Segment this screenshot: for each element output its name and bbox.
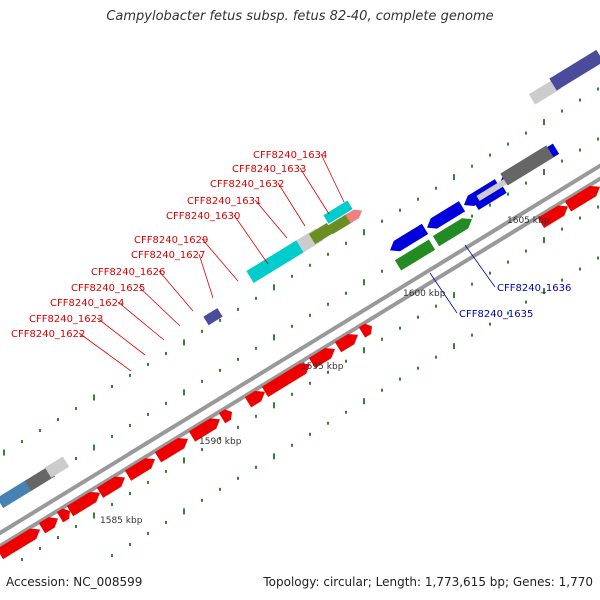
forward-cds-arrow <box>334 333 359 353</box>
gene-label: CFF8240_1631 <box>187 196 261 207</box>
label-leader-line <box>299 167 330 215</box>
label-leader-line <box>464 244 496 288</box>
forward-cds-arrow <box>154 438 188 463</box>
label-leader-line <box>233 214 269 265</box>
forward-cds-arrow <box>66 491 100 517</box>
label-leader-line <box>78 332 132 372</box>
cyan-feature-box <box>246 240 304 283</box>
backbone-line <box>0 163 600 535</box>
feature-group <box>0 49 600 560</box>
gene-label: CFF8240_1632 <box>210 179 284 190</box>
reverse-cds-box <box>473 184 507 210</box>
gene-label: CFF8240_1634 <box>253 150 327 161</box>
leader-group <box>78 153 496 372</box>
forward-cds-arrow <box>358 323 373 338</box>
gene-label: CFF8240_1622 <box>11 329 85 340</box>
forward-cds-arrow <box>564 185 600 212</box>
purple-feature-box <box>203 308 223 326</box>
gray-feature-box <box>24 466 56 491</box>
forward-cds-arrow <box>218 409 233 424</box>
backbone-group <box>0 161 600 548</box>
forward-cds-arrow <box>308 348 335 369</box>
backbone-line <box>0 161 600 530</box>
label-leader-line <box>158 270 194 312</box>
forward-cds-arrow <box>244 390 265 408</box>
light-gray-feature-box <box>44 456 70 478</box>
gene-label: CFF8240_1636 <box>497 283 571 294</box>
purple-feature-box <box>549 49 600 91</box>
label-leader-line <box>254 199 288 239</box>
backbone-line <box>0 176 600 548</box>
label-leader-line <box>96 317 146 356</box>
rna-feature-arrow <box>432 218 473 247</box>
gene-label: CFF8240_1629 <box>134 235 208 246</box>
gene-label: CFF8240_1630 <box>166 211 240 222</box>
label-leader-line <box>277 182 306 227</box>
gene-label: CFF8240_1633 <box>232 164 306 175</box>
reverse-cds-arrow <box>389 223 429 252</box>
accession-text: Accession: NC_008599 <box>6 575 143 589</box>
forward-cds-arrow <box>1 528 41 557</box>
gene-label: CFF8240_1624 <box>50 298 124 309</box>
gene-label: CFF8240_1623 <box>29 314 103 325</box>
steel-feature-box <box>0 479 34 509</box>
label-leader-line <box>117 301 165 341</box>
ruler-label: 1595 kbp <box>301 362 344 372</box>
gene-label: CFF8240_1625 <box>71 283 145 294</box>
label-leader-line <box>201 238 239 282</box>
genome-summary-text: Topology: circular; Length: 1,773,615 bp… <box>263 575 593 589</box>
label-leader-line <box>198 253 214 299</box>
ruler-label: 1585 kbp <box>100 516 143 526</box>
reverse-cds-arrow <box>426 201 466 229</box>
gene-label: CFF8240_1635 <box>459 309 533 320</box>
forward-cds-arrow <box>38 517 59 534</box>
olive-feature-box <box>327 213 353 235</box>
map-title: Campylobacter fetus subsp. fetus 82-40, … <box>106 9 494 24</box>
forward-cds-arrow <box>261 363 310 397</box>
forward-cds-arrow <box>545 211 555 222</box>
label-group: 1585 kbp 1590 kbp 1595 kbp 1600 kbp 1605 kbp… <box>11 150 571 526</box>
cyan-feature-box <box>323 200 353 224</box>
ruler-label: 1600 kbp <box>403 289 446 299</box>
pink-feature-arrow <box>345 209 363 224</box>
gene-label: CFF8240_1627 <box>131 250 205 261</box>
ruler-label: 1605 kbp <box>507 216 550 226</box>
label-leader-line <box>320 153 345 203</box>
light-gray-feature-box <box>528 78 562 105</box>
forward-cds-arrow <box>188 418 220 442</box>
forward-cds-arrow <box>56 508 71 523</box>
gene-label: CFF8240_1626 <box>91 267 165 278</box>
forward-cds-arrow <box>96 476 125 498</box>
ruler-label: 1590 kbp <box>199 437 242 447</box>
forward-cds-arrow <box>124 458 155 481</box>
olive-feature-box <box>308 222 334 245</box>
light-gray-feature-box <box>476 177 510 202</box>
label-leader-line <box>429 272 458 314</box>
label-leader-line <box>138 286 181 327</box>
gray-feature-box <box>500 145 554 186</box>
rna-feature-box <box>394 239 436 271</box>
